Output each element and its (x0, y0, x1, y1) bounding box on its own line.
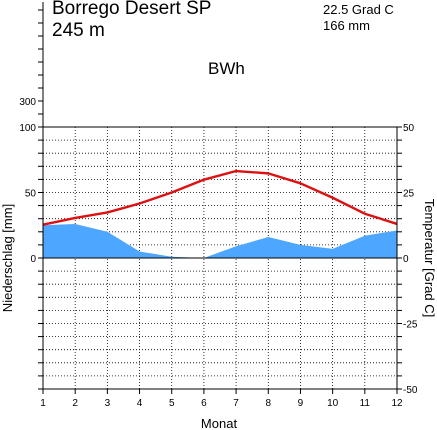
left-tick-label: 0 (30, 254, 36, 265)
right-tick-label: 25 (403, 189, 415, 200)
right-tick-label: -50 (403, 385, 418, 396)
x-tick-label: 7 (233, 398, 239, 409)
right-tick-label: -25 (403, 320, 418, 331)
right-axis-title: Temperatur [Grad C] (422, 199, 437, 318)
precipitation-area (43, 223, 397, 258)
right-tick-label: 50 (403, 123, 415, 134)
right-tick-label: 0 (403, 254, 409, 265)
climate-class-label: BWh (208, 59, 245, 78)
left-tick-label: 100 (19, 123, 36, 134)
x-tick-label: 1 (40, 398, 46, 409)
x-tick-label: 3 (105, 398, 111, 409)
left-tick-label: 300 (19, 97, 36, 108)
annual-precipitation-label: 166 mm (323, 18, 370, 33)
x-tick-label: 2 (72, 398, 78, 409)
station-title: Borrego Desert SP (52, 0, 212, 19)
x-tick-label: 6 (201, 398, 207, 409)
x-tick-label: 10 (327, 398, 339, 409)
labels-layer: Monat Niederschlag [mm] Temperatur [Grad… (0, 199, 437, 430)
temperature-line (42, 169, 398, 226)
x-tick-label: 4 (137, 398, 143, 409)
elevation-label: 245 m (52, 20, 105, 41)
x-tick-label: 8 (265, 398, 271, 409)
left-tick-label: 50 (25, 189, 37, 200)
grid-layer (43, 127, 397, 389)
x-tick-label: 5 (169, 398, 175, 409)
x-axis-title: Monat (201, 416, 238, 430)
precipitation-layer (42, 223, 398, 259)
x-tick-label: 11 (360, 398, 371, 409)
mean-temperature-label: 22.5 Grad C (323, 2, 394, 17)
x-tick-label: 9 (298, 398, 304, 409)
x-tick-label: 12 (391, 398, 403, 409)
left-axis-title: Niederschlag [mm] (0, 204, 15, 312)
